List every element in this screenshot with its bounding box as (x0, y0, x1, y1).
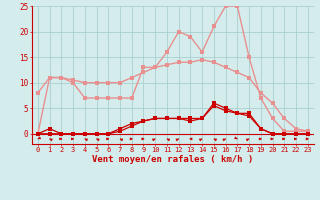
X-axis label: Vent moyen/en rafales ( km/h ): Vent moyen/en rafales ( km/h ) (92, 155, 253, 164)
